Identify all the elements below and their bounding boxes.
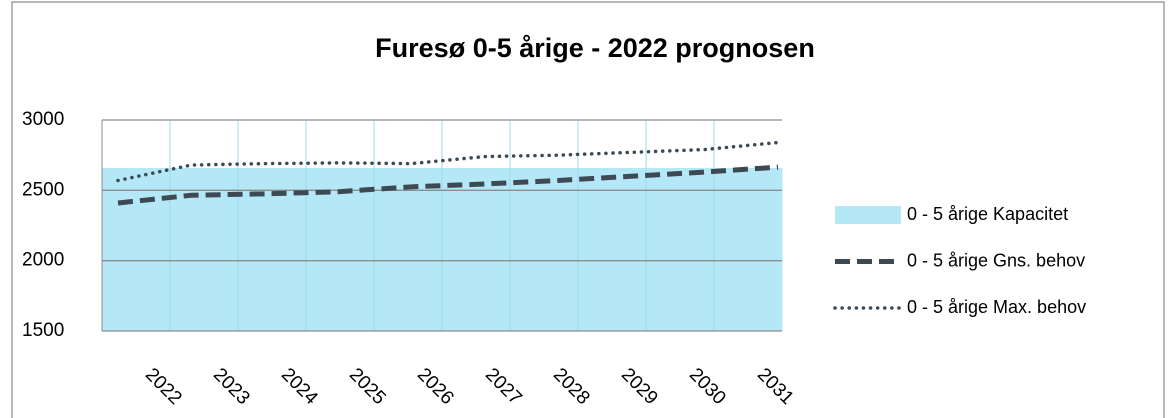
area-segment [646, 167, 715, 331]
legend-label: 0 - 5 årige Kapacitet [907, 204, 1068, 224]
y-tick-label: 1500 [22, 320, 64, 341]
legend-label: 0 - 5 årige Gns. behov [907, 250, 1085, 270]
area-segment [442, 167, 511, 331]
chart-title: Furesø 0-5 årige - 2022 prognosen [375, 33, 815, 63]
line-series [117, 164, 779, 206]
y-tick-label: 3000 [22, 109, 64, 130]
legend-swatch [835, 206, 901, 224]
y-tick-label: 2000 [22, 250, 64, 271]
area-segment [306, 167, 375, 331]
area-segment [374, 167, 443, 331]
legend-label: 0 - 5 årige Max. behov [907, 297, 1086, 317]
area-segment [102, 167, 171, 331]
y-tick-label: 2500 [22, 179, 64, 200]
area-segment [714, 167, 783, 331]
line-series [116, 140, 780, 183]
area-segment [170, 167, 239, 331]
area-segment [510, 167, 579, 331]
area-segment [578, 167, 647, 331]
